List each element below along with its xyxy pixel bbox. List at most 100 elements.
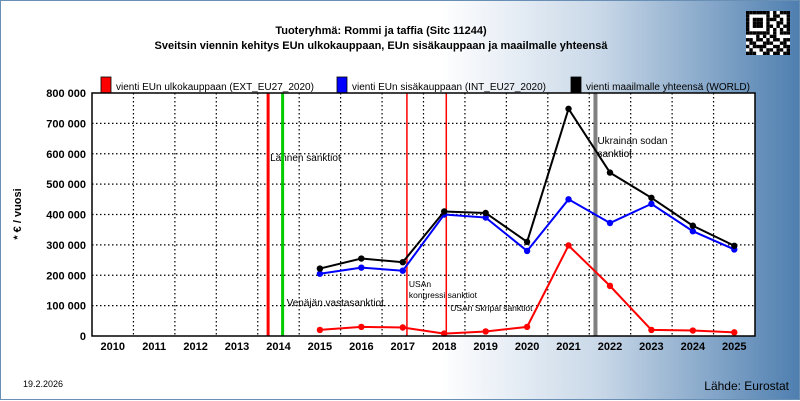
data-point <box>731 329 738 336</box>
data-point <box>648 326 655 334</box>
qr-module <box>786 31 790 35</box>
data-point <box>648 194 655 201</box>
data-point <box>731 242 738 249</box>
legend-label: vienti EUn sisäkauppaan (INT_EU27_2020) <box>352 82 546 93</box>
qr-module <box>752 41 757 45</box>
qr-module <box>746 11 750 15</box>
x-tick-label: 2016 <box>349 341 373 353</box>
qr-module <box>776 14 780 18</box>
data-point <box>358 255 365 262</box>
qr-module <box>766 31 770 35</box>
qr-module <box>766 21 770 25</box>
qr-module <box>762 34 767 39</box>
qr-module <box>773 11 777 15</box>
date-label: 19.2.2026 <box>23 379 63 389</box>
qr-module <box>786 38 790 42</box>
x-tick-label: 2014 <box>266 341 291 353</box>
qr-module <box>752 11 757 15</box>
qr-module <box>746 51 750 55</box>
qr-module <box>749 38 753 42</box>
qr-module <box>783 31 787 35</box>
qr-module <box>786 11 790 15</box>
qr-module <box>752 31 757 35</box>
qr-module <box>746 24 750 28</box>
qr-module <box>786 24 790 28</box>
qr-module <box>783 41 787 45</box>
qr-module <box>756 44 760 49</box>
qr-module <box>779 17 784 22</box>
qr-module <box>752 17 757 22</box>
x-axis-ticks: 2010 2011 2012 2013 2014 2015 2016 2017 2018 2019… <box>100 341 746 353</box>
plot-border <box>91 92 756 337</box>
qr-module <box>752 44 757 49</box>
data-point <box>399 258 406 266</box>
qr-module <box>746 44 750 49</box>
qr-module <box>779 27 784 32</box>
qr-module <box>776 48 780 52</box>
qr-module <box>773 44 777 49</box>
qr-module <box>773 34 777 39</box>
qr-module <box>746 21 750 25</box>
qr-module <box>759 11 763 15</box>
qr-module <box>776 38 780 42</box>
x-tick-label: 2019 <box>473 341 497 353</box>
chart-title-line2: Sveitsin viennin kehitys EUn ulkokauppaa… <box>155 40 609 52</box>
data-point <box>606 169 614 176</box>
data-point <box>689 327 697 334</box>
qr-module <box>759 48 763 52</box>
x-tick-label: 2010 <box>100 341 124 353</box>
grid <box>92 93 755 336</box>
qr-module <box>773 38 777 42</box>
qr-module <box>766 17 770 22</box>
qr-module <box>783 44 787 49</box>
x-tick-label: 2017 <box>391 341 415 353</box>
qr-module <box>779 31 784 35</box>
y-tick-label: 700 000 <box>46 118 86 130</box>
data-point <box>648 200 655 208</box>
data-point <box>523 323 531 331</box>
qr-module <box>779 41 784 45</box>
qr-module <box>746 38 750 42</box>
qr-module <box>766 51 770 55</box>
qr-module <box>779 48 784 52</box>
qr-module <box>769 34 774 39</box>
x-tick-label: 2021 <box>556 341 580 353</box>
qr-module <box>786 17 790 22</box>
y-tick-label: 400 000 <box>46 210 86 222</box>
qr-module <box>756 31 760 35</box>
qr-module <box>769 41 774 45</box>
qr-module <box>759 38 763 42</box>
qr-module <box>773 31 777 35</box>
qr-module <box>776 44 780 49</box>
y-tick-label: 300 000 <box>46 240 86 252</box>
qr-module <box>783 38 787 42</box>
qr-module <box>766 14 770 18</box>
qr-module <box>759 21 763 25</box>
y-axis-ticks: 0 100 000 200 000 300 000 400 000 500 000 600 … <box>46 88 86 343</box>
qr-module <box>762 44 767 49</box>
x-tick-label: 2015 <box>308 341 332 353</box>
data-point <box>565 105 572 112</box>
data-point <box>316 270 324 277</box>
y-tick-label: 0 <box>80 331 86 343</box>
qr-module <box>786 21 790 25</box>
data-point <box>565 196 572 203</box>
data-point <box>358 323 365 331</box>
qr-module <box>779 21 784 25</box>
chart-title-line1: Tuoteryhmä: Rommi ja taffia (Sitc 11244) <box>275 25 487 37</box>
data-point <box>441 330 448 337</box>
qr-module <box>759 31 763 35</box>
qr-module <box>756 17 760 22</box>
event-label: Venäjän vastasanktiot <box>287 298 385 309</box>
x-tick-label: 2011 <box>142 341 166 353</box>
data-point <box>316 265 324 272</box>
y-tick-label: 200 000 <box>46 270 86 282</box>
qr-module <box>752 51 757 55</box>
qr-module <box>749 41 753 45</box>
qr-module <box>786 27 790 32</box>
y-tick-label: 500 000 <box>46 179 86 191</box>
data-point <box>606 282 614 290</box>
series-group <box>316 105 738 337</box>
y-tick-label: 800 000 <box>46 88 86 100</box>
